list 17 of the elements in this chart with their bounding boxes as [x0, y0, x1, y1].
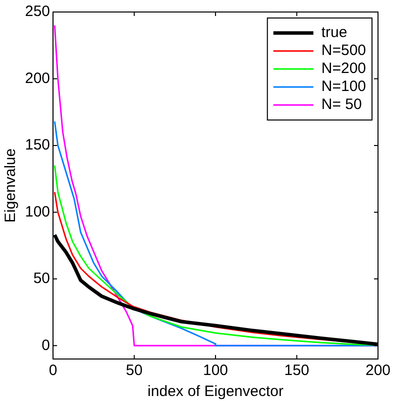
x-tick-label: 100 [203, 362, 228, 380]
y-tick-label: 50 [33, 270, 50, 288]
y-tick-label: 0 [42, 336, 50, 354]
legend-label: N= 50 [321, 96, 362, 114]
legend-label: N=500 [321, 42, 366, 60]
x-axis-title: index of Eigenvector [148, 383, 284, 400]
y-tick-label: 100 [24, 203, 50, 220]
y-tick-label: 150 [24, 136, 50, 154]
x-tick-label: 50 [126, 362, 143, 380]
y-tick-label: 200 [24, 70, 50, 87]
y-axis-title: Eigenvalue [2, 148, 20, 223]
legend-label: N=100 [321, 78, 366, 96]
legend-label: N=200 [321, 60, 366, 78]
x-tick-label: 200 [365, 362, 391, 380]
y-tick-label: 250 [24, 3, 50, 20]
x-tick-label: 150 [284, 362, 310, 380]
legend-label: true [321, 24, 348, 42]
